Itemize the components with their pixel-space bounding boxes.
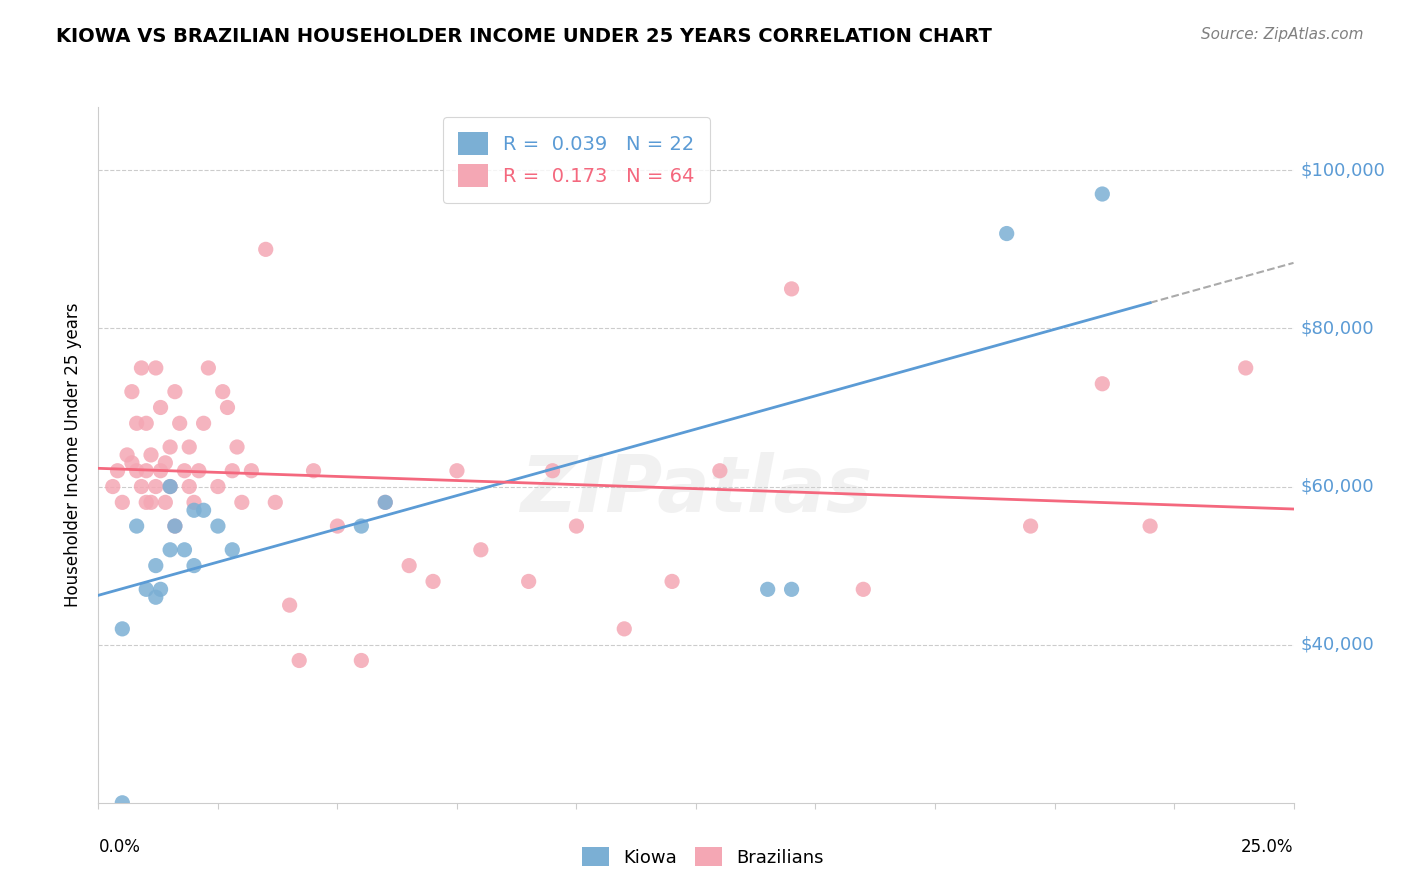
- Point: [149, 464, 172, 478]
- Point: [217, 401, 239, 415]
- Point: [183, 495, 205, 509]
- Point: [1091, 376, 1114, 391]
- Point: [709, 464, 731, 478]
- Point: [302, 464, 325, 478]
- Point: [125, 519, 148, 533]
- Point: [101, 479, 124, 493]
- Point: [350, 653, 373, 667]
- Point: [183, 558, 205, 573]
- Point: [374, 495, 396, 509]
- Point: [852, 582, 875, 597]
- Point: [121, 384, 143, 399]
- Point: [326, 519, 349, 533]
- Text: 25.0%: 25.0%: [1241, 838, 1294, 856]
- Point: [135, 464, 157, 478]
- Text: Source: ZipAtlas.com: Source: ZipAtlas.com: [1201, 27, 1364, 42]
- Point: [264, 495, 287, 509]
- Text: $80,000: $80,000: [1301, 319, 1374, 337]
- Point: [398, 558, 420, 573]
- Text: 0.0%: 0.0%: [98, 838, 141, 856]
- Point: [207, 519, 229, 533]
- Point: [155, 456, 177, 470]
- Text: $100,000: $100,000: [1301, 161, 1385, 179]
- Point: [254, 243, 277, 257]
- Point: [131, 361, 153, 376]
- Point: [780, 282, 803, 296]
- Point: [179, 479, 201, 493]
- Y-axis label: Householder Income Under 25 years: Householder Income Under 25 years: [65, 302, 83, 607]
- Point: [756, 582, 779, 597]
- Point: [231, 495, 253, 509]
- Point: [159, 479, 181, 493]
- Point: [221, 464, 243, 478]
- Point: [135, 417, 157, 431]
- Point: [517, 574, 540, 589]
- Point: [374, 495, 396, 509]
- Point: [288, 653, 311, 667]
- Point: [163, 519, 186, 533]
- Point: [661, 574, 683, 589]
- Point: [187, 464, 209, 478]
- Legend: R =  0.039   N = 22, R =  0.173   N = 64: R = 0.039 N = 22, R = 0.173 N = 64: [443, 117, 710, 202]
- Point: [240, 464, 263, 478]
- Point: [155, 495, 177, 509]
- Point: [107, 464, 129, 478]
- Text: $60,000: $60,000: [1301, 477, 1374, 496]
- Point: [149, 401, 172, 415]
- Point: [139, 495, 162, 509]
- Point: [541, 464, 564, 478]
- Point: [197, 361, 219, 376]
- Point: [163, 519, 186, 533]
- Point: [470, 542, 492, 557]
- Point: [111, 622, 134, 636]
- Point: [145, 558, 167, 573]
- Point: [173, 542, 195, 557]
- Legend: Kiowa, Brazilians: Kiowa, Brazilians: [575, 840, 831, 874]
- Point: [193, 417, 215, 431]
- Point: [179, 440, 201, 454]
- Point: [1019, 519, 1042, 533]
- Point: [995, 227, 1018, 241]
- Point: [1234, 361, 1257, 376]
- Point: [613, 622, 636, 636]
- Point: [169, 417, 191, 431]
- Point: [350, 519, 373, 533]
- Point: [183, 503, 205, 517]
- Point: [145, 479, 167, 493]
- Point: [422, 574, 444, 589]
- Point: [131, 479, 153, 493]
- Text: KIOWA VS BRAZILIAN HOUSEHOLDER INCOME UNDER 25 YEARS CORRELATION CHART: KIOWA VS BRAZILIAN HOUSEHOLDER INCOME UN…: [56, 27, 993, 45]
- Point: [111, 796, 134, 810]
- Point: [125, 417, 148, 431]
- Point: [780, 582, 803, 597]
- Point: [226, 440, 249, 454]
- Point: [173, 464, 195, 478]
- Point: [211, 384, 233, 399]
- Point: [149, 582, 172, 597]
- Point: [121, 456, 143, 470]
- Point: [111, 495, 134, 509]
- Point: [135, 582, 157, 597]
- Point: [145, 361, 167, 376]
- Point: [139, 448, 162, 462]
- Point: [1091, 187, 1114, 202]
- Point: [1139, 519, 1161, 533]
- Point: [159, 479, 181, 493]
- Point: [565, 519, 588, 533]
- Point: [115, 448, 138, 462]
- Point: [125, 464, 148, 478]
- Point: [145, 591, 167, 605]
- Point: [278, 598, 301, 612]
- Point: [159, 542, 181, 557]
- Point: [446, 464, 468, 478]
- Text: $40,000: $40,000: [1301, 636, 1374, 654]
- Point: [221, 542, 243, 557]
- Text: ZIPatlas: ZIPatlas: [520, 451, 872, 528]
- Point: [159, 440, 181, 454]
- Point: [193, 503, 215, 517]
- Point: [207, 479, 229, 493]
- Point: [135, 495, 157, 509]
- Point: [163, 384, 186, 399]
